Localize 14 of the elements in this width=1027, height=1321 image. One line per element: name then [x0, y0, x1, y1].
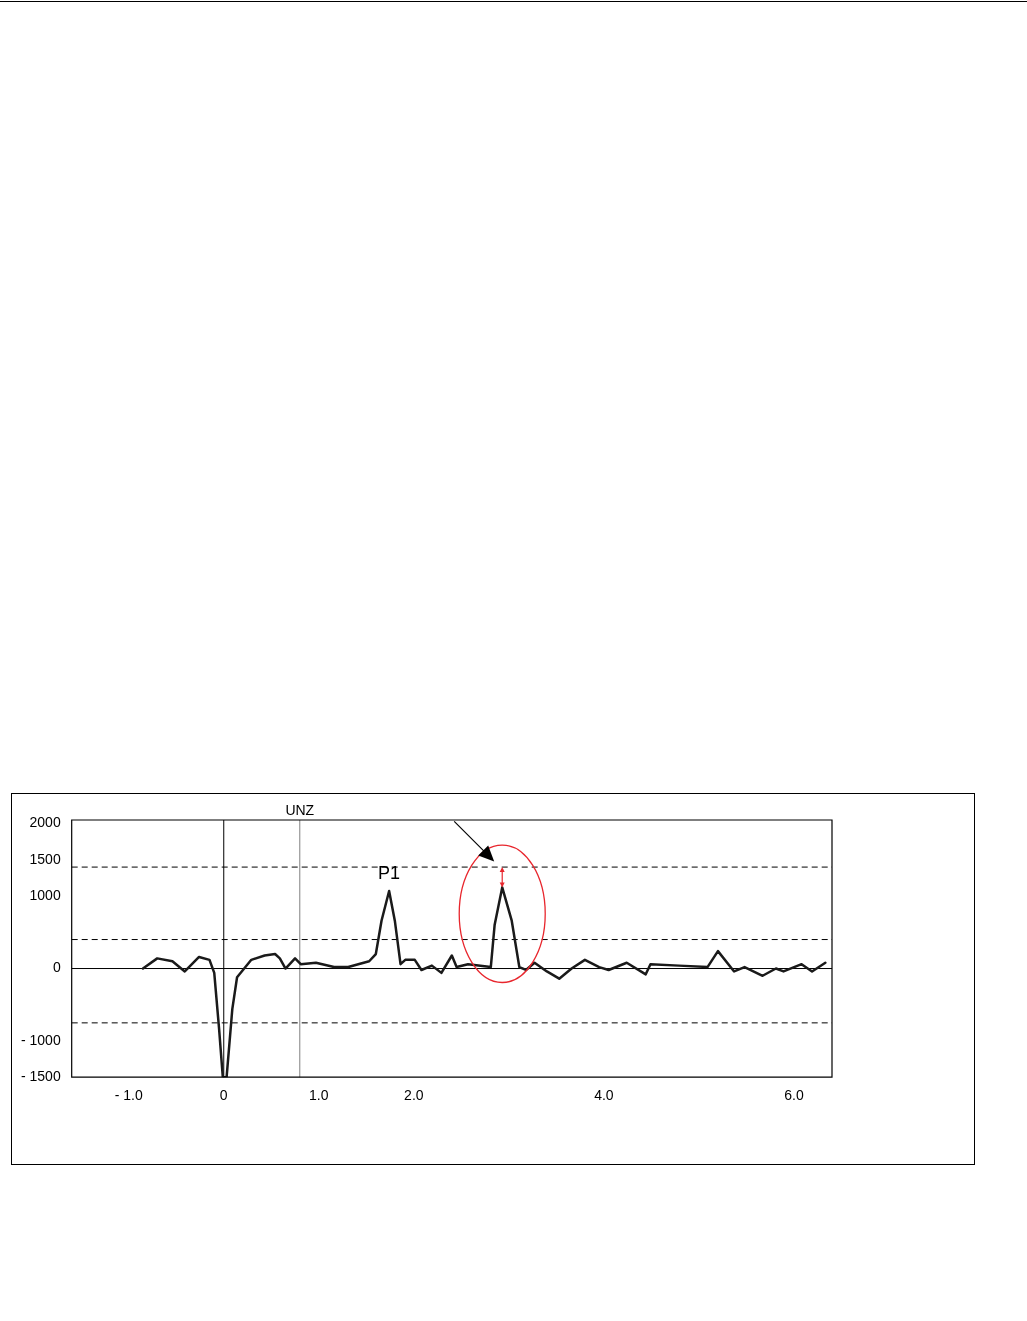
y-tick-label: - 1500: [20, 1068, 61, 1085]
y-tick-label: 1000: [29, 886, 61, 903]
y-tick-label: 0: [52, 959, 61, 976]
annotation: P1: [378, 862, 401, 883]
ref-line-label: UNZ: [285, 801, 315, 818]
x-tick-label: 2.0: [404, 1087, 424, 1104]
y-tick-label: - 1000: [20, 1031, 61, 1048]
x-tick-label: 0: [219, 1087, 228, 1104]
x-tick-label: 4.0: [594, 1087, 614, 1104]
x-tick-label: 1.0: [309, 1087, 329, 1104]
x-tick-label: - 1.0: [114, 1087, 143, 1104]
y-tick-label: 2000: [29, 814, 61, 831]
x-tick-label: 6.0: [784, 1087, 804, 1104]
y-tick-label: 1500: [29, 850, 61, 867]
